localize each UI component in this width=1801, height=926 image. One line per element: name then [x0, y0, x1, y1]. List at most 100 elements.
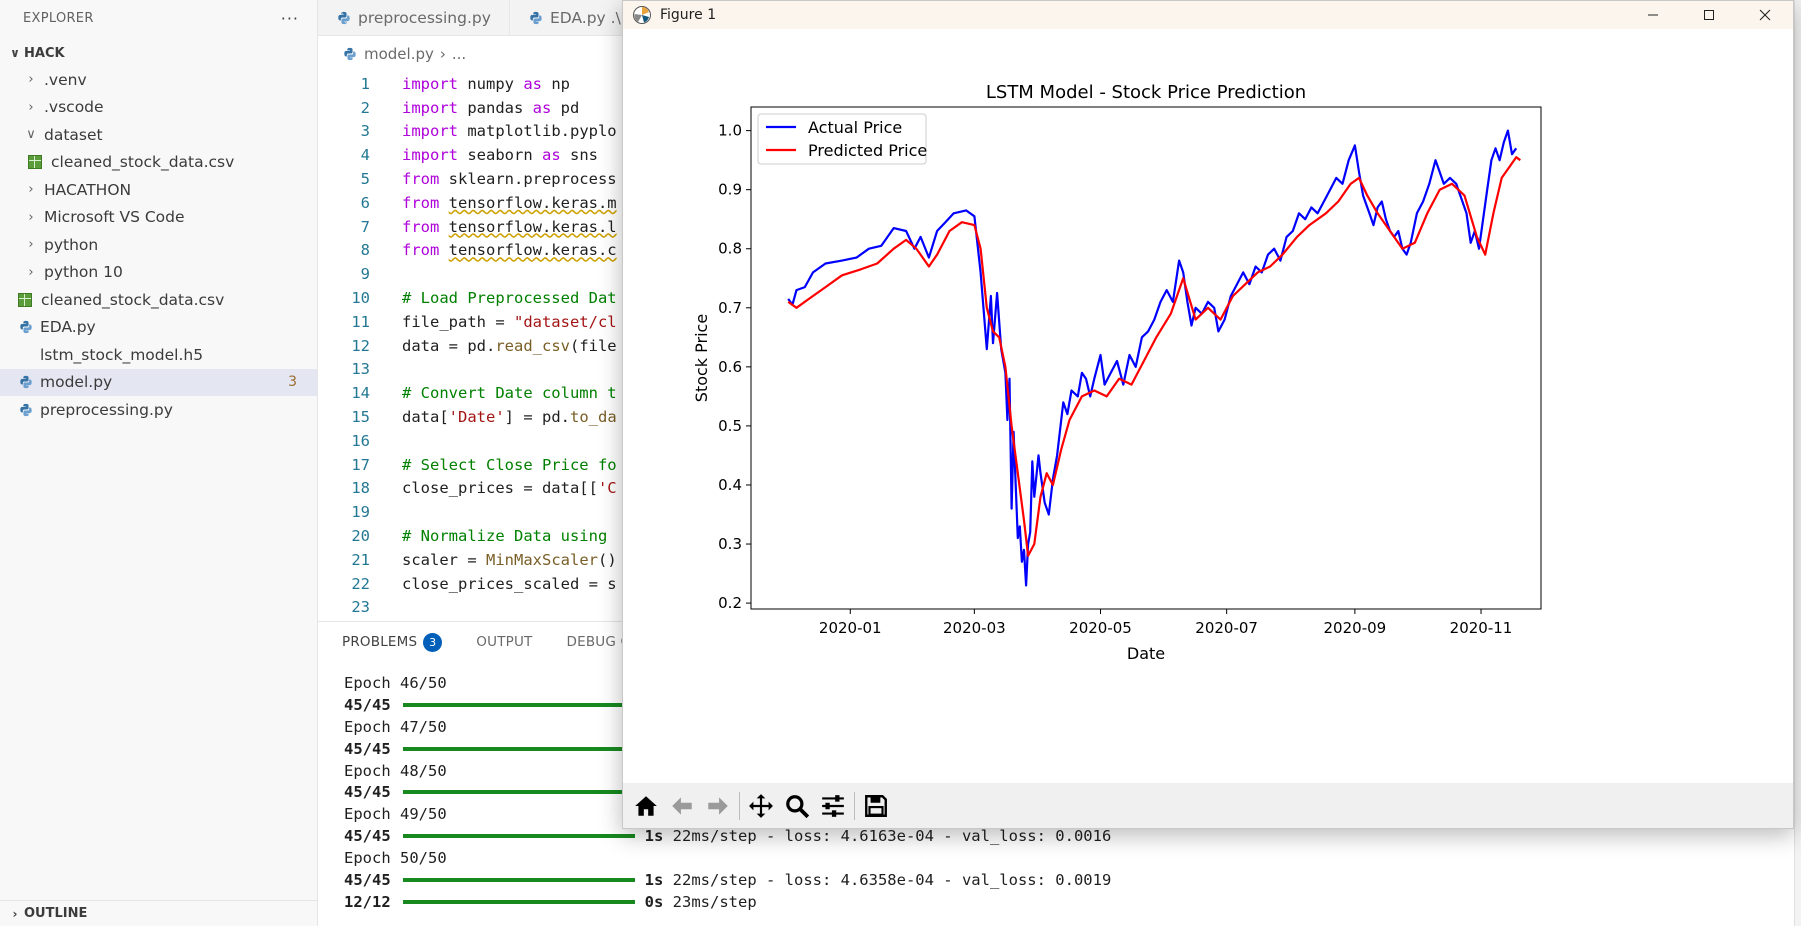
chevron-right-icon: ›	[28, 72, 34, 88]
code-line[interactable]: 15 data['Date'] = pd.to_da	[318, 405, 1801, 429]
code-text: import numpy as np	[370, 75, 570, 93]
file-tree: › .venv › .vscode ∨ dataset cleaned_stock_data…	[0, 66, 317, 424]
close-button[interactable]	[1742, 1, 1788, 29]
code-line[interactable]: 6 from tensorflow.keras.m	[318, 191, 1801, 215]
python-file-icon	[528, 10, 544, 26]
code-token: from	[402, 170, 440, 189]
workspace-root[interactable]: ∨ HACK	[0, 40, 317, 66]
code-text: import matplotlib.pyplo	[370, 122, 617, 140]
code-line[interactable]: 16	[318, 429, 1801, 453]
code-line[interactable]: 23	[318, 596, 1801, 620]
code-line[interactable]: 10 # Load Preprocessed Dat	[318, 286, 1801, 310]
figure-canvas[interactable]: LSTM Model - Stock Price Prediction 0.2 0.…	[623, 29, 1793, 783]
code-token: pandas	[458, 98, 533, 117]
terminal-line: Epoch 49/50	[344, 803, 1801, 825]
y-tick-label: 0.3	[718, 535, 742, 553]
line-number: 22	[351, 574, 370, 593]
tree-item-label: python 10	[44, 263, 123, 282]
breadcrumb-more[interactable]: ...	[451, 45, 467, 63]
code-token	[439, 218, 448, 236]
code-line[interactable]: 11 file_path = "dataset/cl	[318, 310, 1801, 334]
tree-folder[interactable]: › Microsoft VS Code	[0, 204, 317, 232]
tab-problems[interactable]: PROBLEMS 3	[342, 632, 443, 652]
tab-eda[interactable]: EDA.py .\	[510, 0, 640, 35]
problems-count-badge: 3	[423, 632, 443, 652]
python-file-icon	[18, 402, 34, 418]
step-metrics: 22ms/step - loss: 4.6358e-04 - val_loss:…	[663, 870, 1112, 889]
code-token: to_da	[570, 408, 617, 427]
code-line[interactable]: 20 # Normalize Data using	[318, 524, 1801, 548]
code-line[interactable]: 17 # Select Close Price fo	[318, 453, 1801, 477]
code-line[interactable]: 1 import numpy as np	[318, 72, 1801, 96]
code-line[interactable]: 22 close_prices_scaled = s	[318, 572, 1801, 596]
code-line[interactable]: 19	[318, 500, 1801, 524]
code-text: # Load Preprocessed Dat	[370, 289, 617, 307]
terminal-line: 45/45 1s 22ms/step - loss: 4.6163e-04 - v…	[344, 825, 1801, 847]
back-button[interactable]	[664, 788, 700, 824]
code-token: import	[402, 98, 458, 117]
code-text: import seaborn as sns	[370, 146, 598, 164]
tree-file[interactable]: preprocessing.py	[0, 396, 317, 424]
code-line[interactable]: 3 import matplotlib.pyplo	[318, 120, 1801, 144]
zoom-button[interactable]	[779, 788, 815, 824]
tree-file[interactable]: EDA.py	[0, 314, 317, 342]
configure-icon	[822, 794, 844, 817]
tree-folder[interactable]: › python	[0, 231, 317, 259]
code-line[interactable]: 21 scaler = MinMaxScaler()	[318, 548, 1801, 572]
tree-folder[interactable]: ∨ dataset	[0, 121, 317, 149]
configure-subplots-button[interactable]	[815, 788, 851, 824]
maximize-button[interactable]	[1686, 1, 1732, 29]
figure-titlebar[interactable]: Figure 1	[623, 1, 1793, 29]
code-line[interactable]: 9	[318, 262, 1801, 286]
x-tick-label: 2020-09	[1324, 619, 1387, 637]
tree-file[interactable]: lstm_stock_model.h5	[0, 341, 317, 369]
code-view[interactable]: 1 import numpy as np 2 import pandas as pd 3…	[318, 72, 1801, 619]
save-button[interactable]	[858, 788, 894, 824]
figure-window[interactable]: Figure 1 LSTM Model - Stock Price Predic…	[622, 0, 1794, 829]
more-actions-icon[interactable]: ···	[280, 8, 299, 28]
breadcrumb-file[interactable]: model.py	[364, 45, 434, 63]
code-line[interactable]: 4 import seaborn as sns	[318, 143, 1801, 167]
tree-file[interactable]: cleaned_stock_data.csv	[0, 149, 317, 177]
series-line	[787, 129, 1518, 587]
code-line[interactable]: 13	[318, 358, 1801, 382]
line-number: 19	[351, 503, 370, 522]
legend-label: Actual Price	[808, 118, 902, 137]
line-number: 7	[360, 217, 370, 236]
code-line[interactable]: 8 from tensorflow.keras.c	[318, 239, 1801, 263]
tree-folder[interactable]: › .vscode	[0, 94, 317, 122]
code-text: data = pd.read_csv(file	[370, 337, 617, 355]
tree-folder[interactable]: › HACATHON	[0, 176, 317, 204]
progress-bar	[402, 834, 635, 839]
tree-file[interactable]: cleaned_stock_data.csv	[0, 286, 317, 314]
tree-folder[interactable]: › python 10	[0, 259, 317, 287]
code-text: import pandas as pd	[370, 99, 579, 117]
code-token: ] = pd.	[504, 408, 570, 427]
minimize-button[interactable]	[1630, 1, 1676, 29]
code-token: import	[402, 74, 458, 93]
terminal-line: Epoch 46/50	[344, 672, 1801, 694]
tab-output[interactable]: OUTPUT	[476, 634, 532, 650]
tree-file[interactable]: model.py 3	[0, 368, 317, 396]
tab-preprocessing[interactable]: preprocessing.py	[318, 0, 510, 35]
code-line[interactable]: 5 from sklearn.preprocess	[318, 167, 1801, 191]
tab-problems-label: PROBLEMS	[342, 634, 418, 650]
outline-section[interactable]: › OUTLINE	[0, 900, 318, 926]
pan-button[interactable]	[743, 788, 779, 824]
breadcrumb-separator: ›	[439, 45, 446, 63]
chart-title: LSTM Model - Stock Price Prediction	[986, 82, 1306, 103]
code-line[interactable]: 7 from tensorflow.keras.l	[318, 215, 1801, 239]
forward-button[interactable]	[700, 788, 736, 824]
tree-folder[interactable]: › .venv	[0, 66, 317, 94]
code-line[interactable]: 14 # Convert Date column t	[318, 381, 1801, 405]
code-line[interactable]: 12 data = pd.read_csv(file	[318, 334, 1801, 358]
code-text: # Normalize Data using	[370, 527, 617, 545]
code-line[interactable]: 18 close_prices = data[['C	[318, 477, 1801, 501]
home-button[interactable]	[628, 788, 664, 824]
chevron-right-icon: ›	[28, 264, 34, 280]
code-line[interactable]: 2 import pandas as pd	[318, 96, 1801, 120]
line-number: 12	[351, 336, 370, 355]
workspace-root-label: HACK	[24, 45, 65, 61]
